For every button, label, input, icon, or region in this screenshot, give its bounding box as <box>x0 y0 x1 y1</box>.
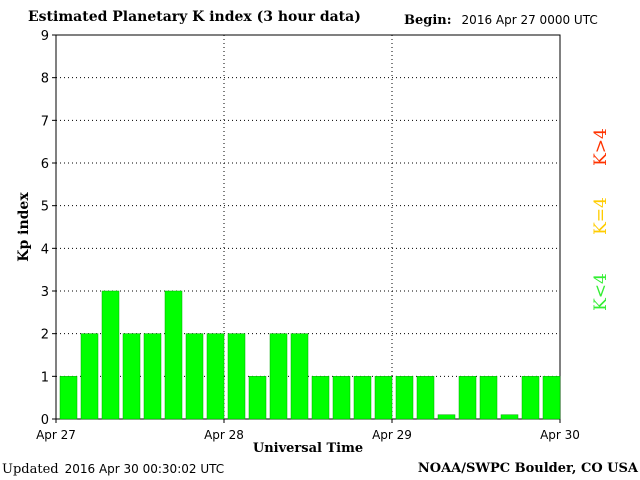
legend-label: K>4 <box>591 128 611 166</box>
kp-bar <box>332 376 351 420</box>
kp-bar <box>416 376 435 420</box>
k-legend: K>4 K=4 K<4 <box>591 128 611 311</box>
kp-bar <box>269 333 288 420</box>
y-tick-label: 0 <box>41 413 49 428</box>
x-tick-label: Apr 29 <box>372 428 412 442</box>
kp-bar <box>437 414 456 420</box>
updated-label: Updated <box>2 462 59 477</box>
y-tick-label: 8 <box>41 72 49 87</box>
begin-timestamp: Begin: 2016 Apr 27 0000 UTC <box>404 12 598 28</box>
kp-bar <box>290 333 309 420</box>
source-credit: NOAA/SWPC Boulder, CO USA <box>417 461 638 476</box>
y-tick-label: 6 <box>41 157 49 172</box>
y-tick-label: 4 <box>41 242 49 257</box>
kp-bar <box>122 333 141 420</box>
updated-timestamp: Updated 2016 Apr 30 00:30:02 UTC <box>2 461 224 477</box>
kp-bar <box>206 333 225 420</box>
kp-bar <box>479 376 498 420</box>
kp-bar <box>521 376 540 420</box>
kp-bar <box>143 333 162 420</box>
x-tick-label: Apr 30 <box>540 428 580 442</box>
grid-lines <box>56 34 560 419</box>
kp-bar <box>374 376 393 420</box>
y-tick-label: 1 <box>41 370 49 385</box>
x-axis-ticks: Apr 27 Apr 28 Apr 29 Apr 30 <box>36 419 580 442</box>
x-axis-label: Universal Time <box>253 441 363 456</box>
kp-bar <box>500 414 519 420</box>
kp-bar <box>248 376 267 420</box>
kp-bar <box>59 376 78 420</box>
updated-value: 2016 Apr 30 00:30:02 UTC <box>64 462 225 476</box>
bars <box>59 290 561 420</box>
y-tick-label: 9 <box>41 29 49 44</box>
kp-bar <box>101 290 120 420</box>
y-tick-label: 2 <box>41 328 49 343</box>
begin-value: 2016 Apr 27 0000 UTC <box>461 13 598 27</box>
x-tick-label: Apr 27 <box>36 428 76 442</box>
y-tick-label: 5 <box>41 200 49 215</box>
kp-bar <box>164 290 183 420</box>
chart-title: Estimated Planetary K index (3 hour data… <box>28 9 361 25</box>
y-axis-ticks: 0 1 2 3 4 5 6 7 8 9 <box>41 29 56 428</box>
kp-bar <box>395 376 414 420</box>
y-axis-label: Kp index <box>16 192 32 262</box>
kp-bar <box>458 376 477 420</box>
y-tick-label: 3 <box>41 285 49 300</box>
y-tick-label: 7 <box>41 114 49 129</box>
kp-bar <box>353 376 372 420</box>
kp-bar <box>80 333 99 420</box>
kp-bar <box>185 333 204 420</box>
legend-label: K=4 <box>591 197 611 235</box>
legend-label: K<4 <box>591 273 611 311</box>
kp-bar <box>311 376 330 420</box>
begin-label: Begin: <box>404 13 452 28</box>
x-tick-label: Apr 28 <box>204 428 244 442</box>
kp-bar <box>542 376 561 420</box>
kp-bar <box>227 333 246 420</box>
